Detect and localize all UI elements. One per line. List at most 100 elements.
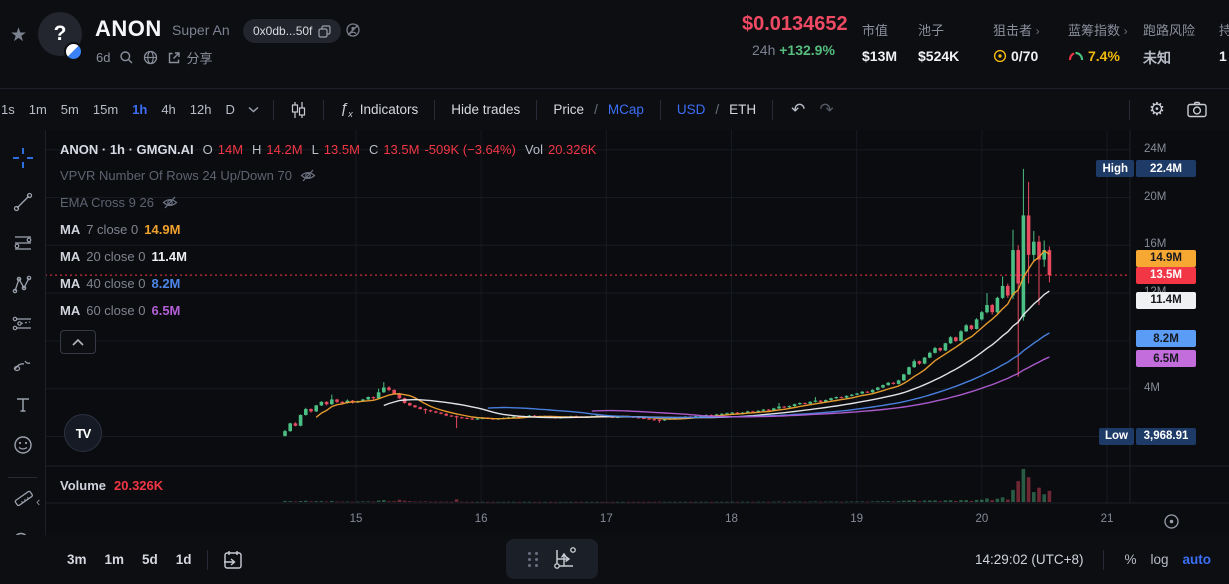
badge-value: 14.9M — [1136, 249, 1196, 267]
stat-bluechip[interactable]: 蓝筹指数 › 7.4% — [1068, 20, 1128, 64]
crosshair-tool-icon[interactable] — [0, 142, 45, 174]
stat-label: 蓝筹指数 — [1068, 23, 1121, 38]
ruler-tool-icon[interactable] — [0, 483, 45, 515]
indicator-name: EMA Cross 9 26 — [60, 194, 154, 210]
copy-icon[interactable] — [318, 24, 331, 38]
badge-value: 8.2M — [1136, 330, 1196, 347]
badge-value: 11.4M — [1136, 291, 1196, 309]
pane-collapse-icon[interactable]: ‹ — [36, 494, 41, 509]
usd-eth-toggle[interactable]: USD / ETH — [676, 102, 757, 117]
low-label: L — [311, 142, 319, 157]
range-1d-button[interactable]: 1d — [175, 552, 192, 567]
timeframe-4h[interactable]: 4h — [161, 102, 176, 117]
mint-disabled-icon — [346, 23, 360, 37]
eye-off-icon[interactable] — [162, 196, 178, 209]
external-link-icon — [169, 51, 181, 63]
timeframe-1h[interactable]: 1h — [132, 102, 148, 117]
scroll-to-realtime-icon[interactable] — [1163, 513, 1180, 530]
contract-address-pill[interactable]: 0x0db...50f — [243, 19, 342, 43]
price-option[interactable]: Price — [553, 102, 585, 117]
drag-handle-icon[interactable] — [527, 551, 539, 567]
y-tick: 4M — [1144, 381, 1160, 394]
go-to-date-button[interactable] — [214, 550, 251, 570]
avatar-glyph: ? — [53, 22, 67, 45]
percent-scale-button[interactable]: % — [1124, 552, 1137, 567]
share-button[interactable]: 分享 — [167, 48, 212, 67]
ma20-row[interactable]: MA 20 close 0 11.4M — [60, 247, 596, 265]
ma7-row[interactable]: MA 7 close 0 14.9M — [60, 220, 596, 238]
screenshot-camera-icon[interactable] — [1176, 101, 1229, 118]
stat-pool: 池子 $524K — [918, 20, 959, 64]
indicator-row-vpvr[interactable]: VPVR Number Of Rows 24 Up/Down 70 — [60, 166, 596, 184]
ma40-price-badge: 8.2M — [1136, 330, 1196, 347]
settings-gear-icon[interactable]: ⚙ — [1148, 99, 1165, 119]
fib-retracement-tool-icon[interactable] — [0, 227, 45, 259]
ma-prefix: MA — [60, 302, 81, 318]
low-value: 13.5M — [323, 142, 360, 157]
current-price-badge: 13.5M — [1136, 266, 1196, 284]
website-globe-icon[interactable] — [143, 50, 158, 65]
price-mcap-toggle[interactable]: Price / MCap — [553, 102, 644, 117]
timeframe-D[interactable]: D — [225, 102, 235, 117]
undo-button[interactable]: ↶ — [791, 99, 806, 119]
projection-tool-icon[interactable] — [0, 308, 45, 340]
mcap-option[interactable]: MCap — [607, 102, 644, 117]
search-icon[interactable] — [119, 50, 134, 65]
timeframe-5m[interactable]: 5m — [60, 102, 79, 117]
range-1m-button[interactable]: 1m — [104, 552, 125, 567]
ma-value: 11.4M — [151, 248, 187, 264]
volume-pane-label[interactable]: Volume 20.326K — [60, 478, 163, 493]
timeframe-12h[interactable]: 12h — [189, 102, 212, 117]
text-tool-icon[interactable] — [0, 389, 45, 421]
legend-collapse-button[interactable] — [60, 330, 96, 354]
chart-style-candles-icon[interactable] — [290, 101, 307, 119]
legend-main-row[interactable]: ANON · 1h · GMGN.AI O 14M H 14.2M L 13.5M C… — [60, 142, 596, 157]
badge-value: 3,968.91 — [1136, 427, 1196, 445]
token-avatar[interactable]: ? — [38, 12, 82, 56]
low-price-badge: Low 3,968.91 — [1099, 427, 1196, 445]
eye-off-icon[interactable] — [300, 169, 316, 182]
high-label: H — [252, 142, 262, 157]
eth-option[interactable]: ETH — [729, 102, 757, 117]
usd-option[interactable]: USD — [676, 102, 706, 117]
volume-value: 20.326K — [114, 478, 164, 493]
brush-tool-icon[interactable] — [0, 348, 45, 380]
emoji-tool-icon[interactable] — [0, 429, 45, 461]
ma60-row[interactable]: MA 60 close 0 6.5M — [60, 301, 596, 319]
timeframe-15m[interactable]: 15m — [92, 102, 119, 117]
drawing-toolbar — [0, 130, 46, 584]
timeframe-1m[interactable]: 1m — [28, 102, 47, 117]
redo-button[interactable]: ↷ — [819, 99, 834, 119]
token-price: $0.0134652 — [742, 13, 848, 35]
y-tick: 20M — [1144, 190, 1167, 203]
range-3m-button[interactable]: 3m — [67, 552, 87, 567]
trendline-tool-icon[interactable] — [0, 186, 45, 218]
clock-timezone[interactable]: 14:29:02 (UTC+8) — [975, 552, 1084, 567]
chevron-down-icon[interactable] — [248, 106, 259, 113]
indicator-row-ema[interactable]: EMA Cross 9 26 — [60, 193, 596, 211]
stat-value: $524K — [918, 48, 960, 64]
ma40-row[interactable]: MA 40 close 0 8.2M — [60, 274, 596, 292]
chevron-right-icon: › — [1035, 24, 1040, 38]
log-scale-button[interactable]: log — [1150, 552, 1169, 567]
x-tick: 19 — [850, 513, 864, 525]
x-tick: 18 — [725, 513, 738, 525]
hide-trades-button[interactable]: Hide trades — [443, 102, 528, 117]
scales-settings-button[interactable] — [506, 539, 598, 579]
timeframe-1s[interactable]: 1s — [1, 102, 15, 117]
change-value: +132.9% — [779, 42, 835, 58]
favorite-star-icon[interactable]: ★ — [10, 25, 28, 46]
stat-label: 狙击者 — [993, 23, 1033, 38]
chart-area[interactable]: ANON · 1h · GMGN.AI O 14M H 14.2M L 13.5M C… — [0, 130, 1229, 584]
range-5d-button[interactable]: 5d — [142, 552, 158, 567]
volume-label: Volume — [60, 478, 106, 493]
pattern-tool-icon[interactable] — [0, 268, 45, 300]
indicators-button[interactable]: ƒx Indicators — [332, 100, 426, 119]
chevron-right-icon: › — [1123, 24, 1128, 38]
ma-params: 60 close 0 — [86, 302, 146, 318]
stat-snipers[interactable]: 狙击者 › 0/70 — [993, 20, 1040, 64]
tradingview-logo[interactable]: TV — [64, 414, 102, 452]
auto-scale-button[interactable]: auto — [1182, 552, 1212, 567]
stat-holders-clipped: 持 1 — [1219, 20, 1229, 64]
token-symbol: ANON — [95, 16, 162, 41]
